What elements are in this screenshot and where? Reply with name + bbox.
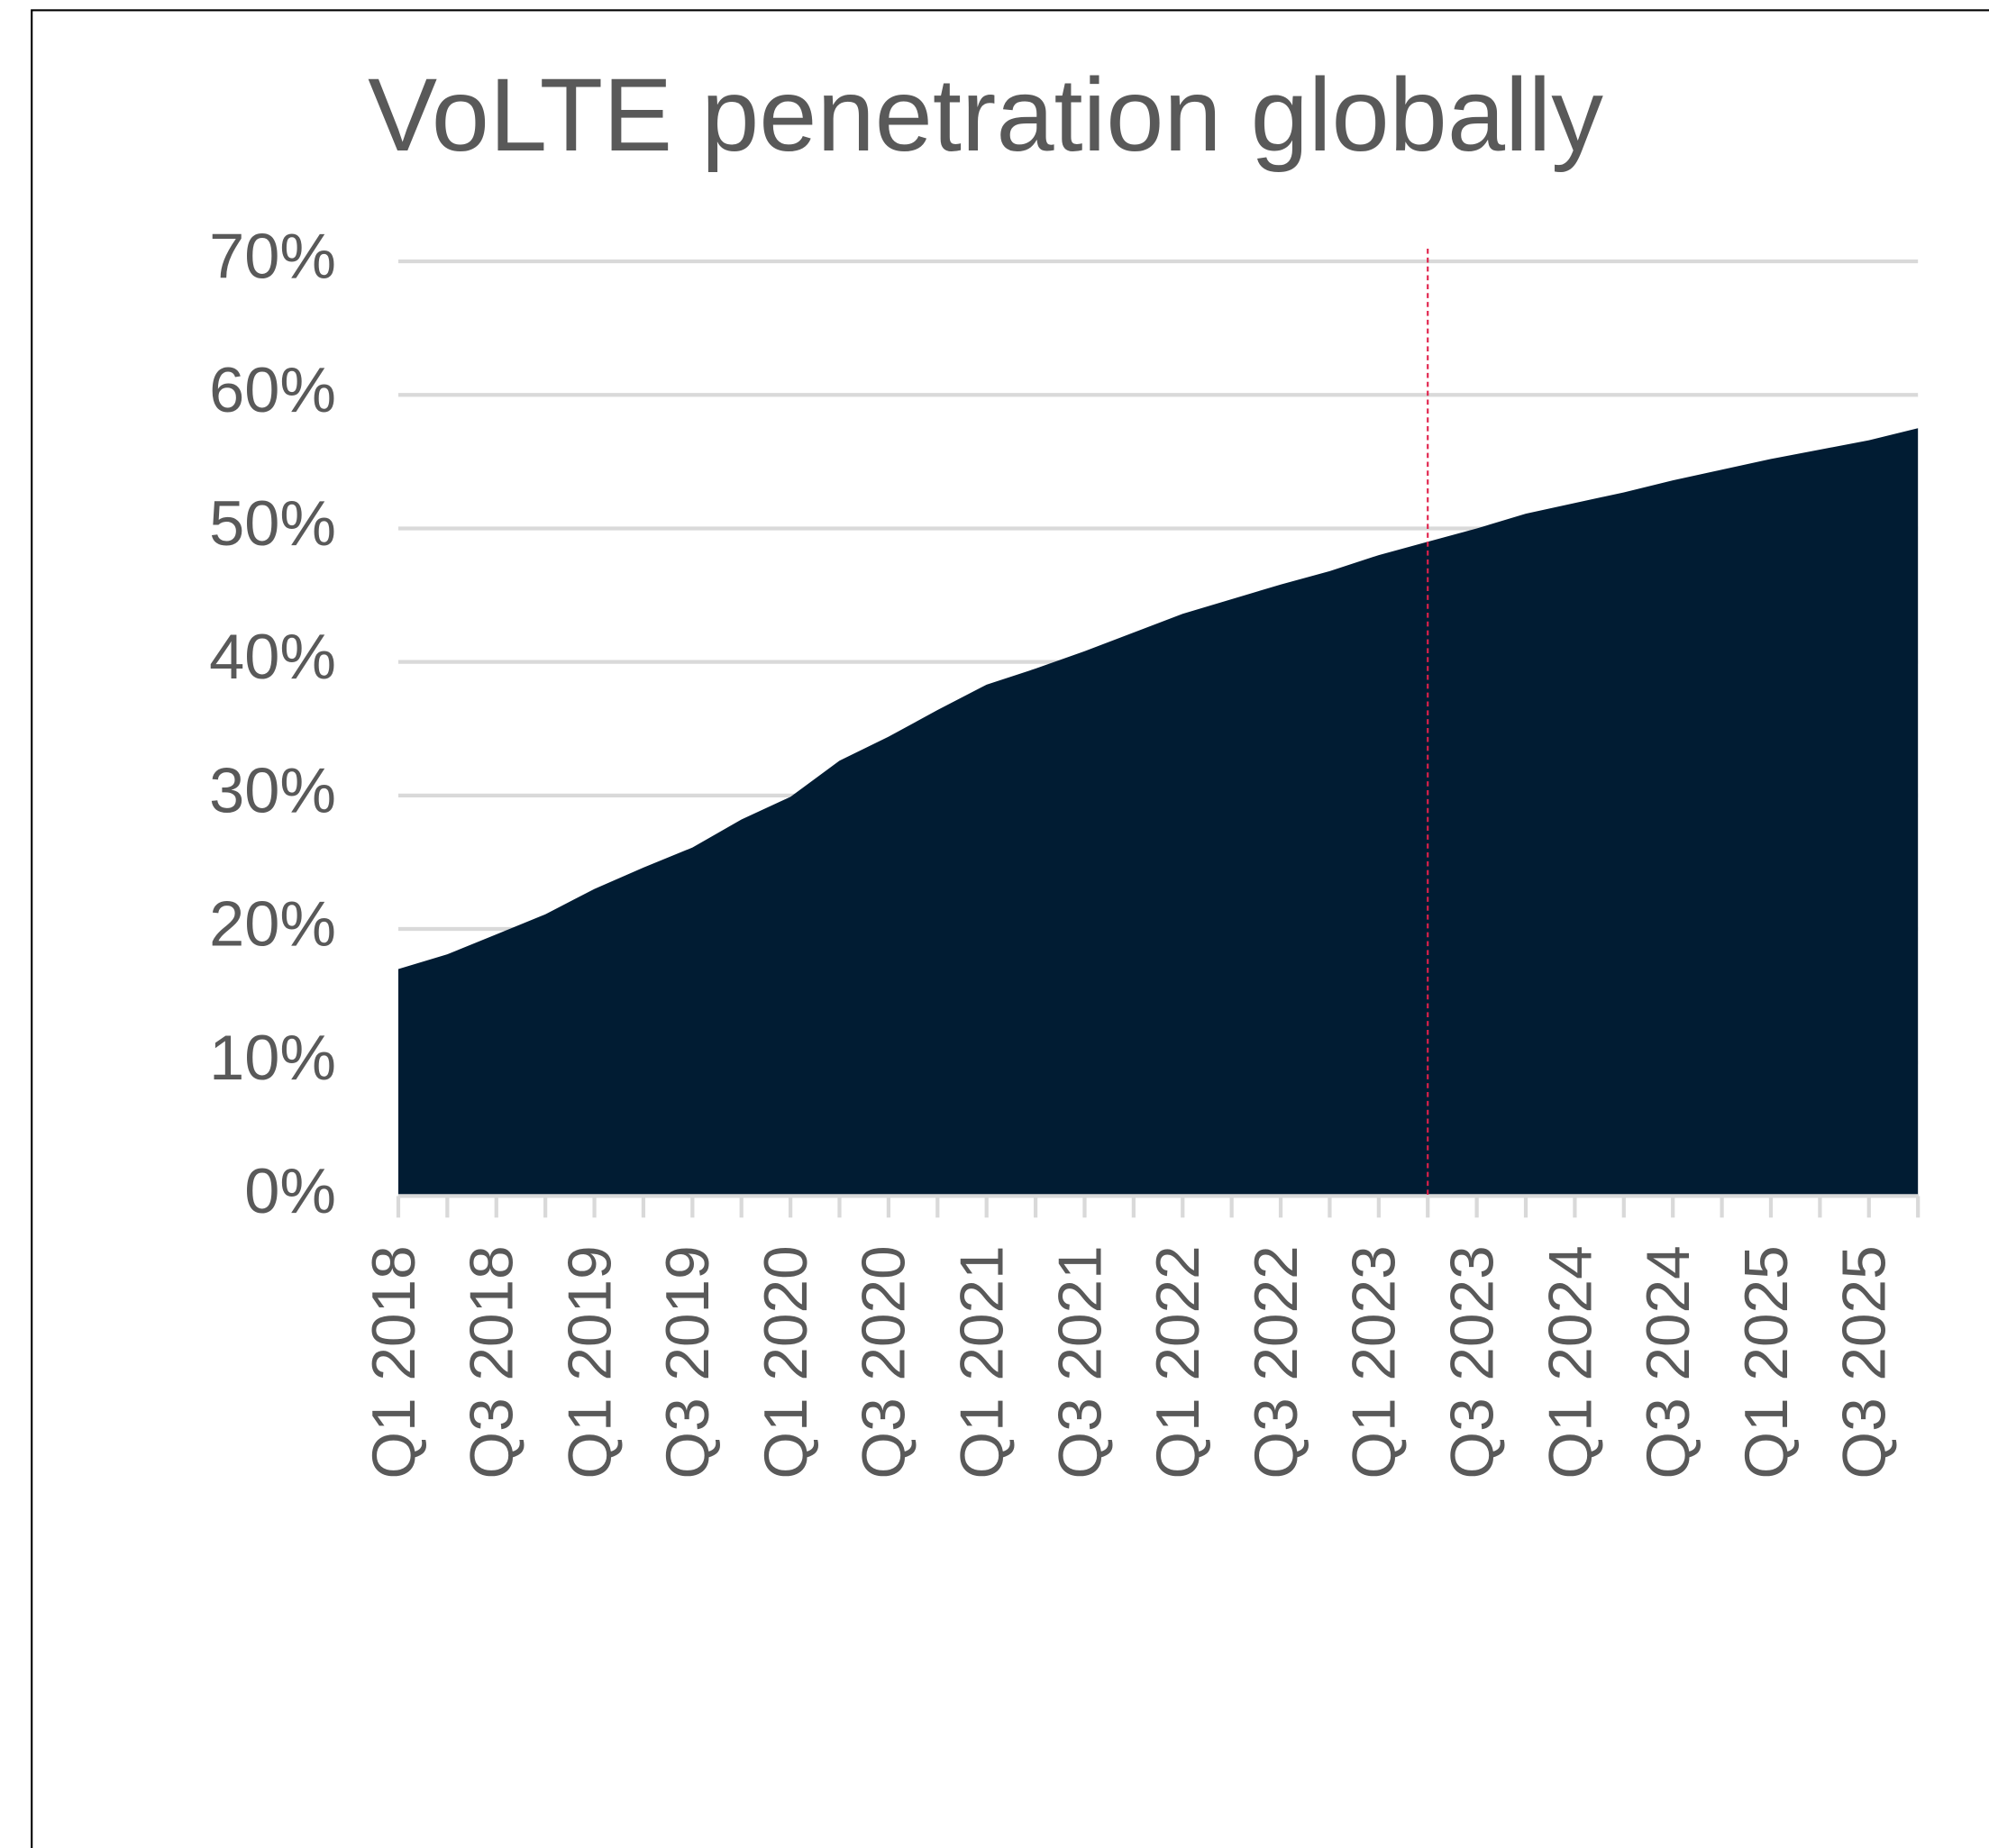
x-tick-label: Q1 2019 [556, 1245, 624, 1479]
x-tick-label: Q3 2025 [1831, 1245, 1899, 1479]
y-tick-label: 20% [209, 888, 336, 960]
chart-title: VoLTE penetration globally [368, 58, 1603, 173]
x-tick-label: Q3 2022 [1243, 1245, 1310, 1479]
y-tick-label: 40% [209, 621, 336, 692]
x-tick-label: Q1 2025 [1733, 1245, 1801, 1479]
y-tick-label: 10% [209, 1022, 336, 1093]
y-tick-label: 0% [244, 1155, 336, 1226]
y-tick-label: 70% [209, 221, 336, 292]
y-tick-label: 50% [209, 487, 336, 559]
chart-frame [31, 9, 1989, 1848]
x-tick-label: Q3 2020 [851, 1245, 918, 1479]
area [397, 428, 1919, 1197]
x-tick-label: Q3 2019 [654, 1245, 722, 1479]
x-tick-label: Q3 2023 [1438, 1245, 1506, 1479]
x-tick-label: Q3 2021 [1046, 1245, 1114, 1479]
x-tick-label: Q3 2024 [1635, 1245, 1702, 1479]
x-tick-label: Q1 2020 [753, 1245, 820, 1479]
x-tick-label: Q1 2018 [360, 1245, 428, 1479]
y-tick-label: 60% [209, 354, 336, 425]
x-tick-label: Q1 2024 [1537, 1245, 1604, 1479]
y-tick-label: 30% [209, 754, 336, 825]
x-tick-label: Q1 2021 [949, 1245, 1017, 1479]
x-tick-label: Q1 2022 [1145, 1245, 1212, 1479]
x-tick-label: Q1 2023 [1341, 1245, 1409, 1479]
x-tick-label: Q3 2018 [459, 1245, 526, 1479]
